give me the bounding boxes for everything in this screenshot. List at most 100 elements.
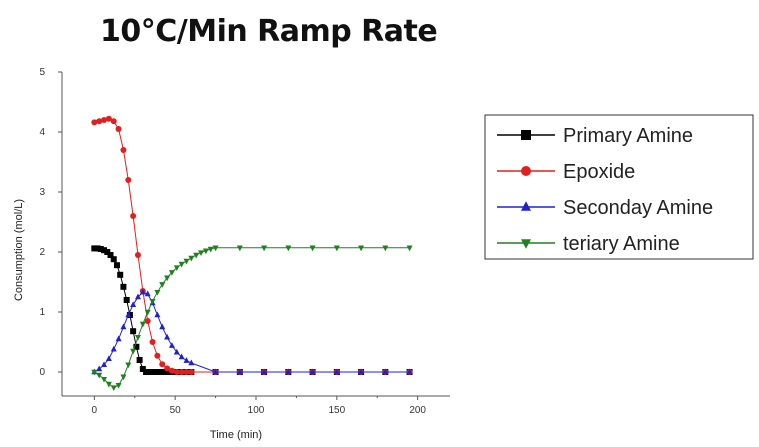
data-point [406,368,413,375]
data-point [134,252,141,258]
legend-marker [521,166,531,176]
data-point [358,245,365,252]
y-tick-label: 0 [39,367,45,378]
data-point [97,246,104,252]
data-point [149,298,156,305]
data-point [382,245,389,252]
legend-label: Primary Amine [563,125,693,147]
data-point [165,369,172,375]
data-point [188,359,195,366]
y-tick-label: 3 [39,187,45,198]
x-tick-label: 200 [409,405,426,416]
series-line [94,247,410,373]
data-point [139,288,146,295]
data-point [94,245,101,252]
data-point [159,323,166,330]
data-point [261,368,268,375]
data-point [101,247,108,254]
series-line [94,247,410,389]
legend-item: Primary Amine [497,125,693,147]
data-point [96,372,103,379]
data-point [168,342,175,348]
legend-label: Epoxide [563,161,635,183]
y-tick-label: 2 [39,247,45,258]
data-point [91,245,98,252]
data-point [134,293,141,300]
data-point [149,369,156,375]
data-point [146,369,153,375]
data-point [159,369,166,375]
data-point [309,368,316,375]
legend-marker [521,239,531,249]
data-point [212,245,219,252]
data-point [358,368,365,375]
data-point [120,323,127,330]
data-point [159,282,166,288]
data-point [159,361,166,368]
data-point [152,369,159,375]
data-point [164,275,171,282]
data-point [198,250,205,257]
data-point [154,289,161,296]
data-point [154,352,161,359]
data-point [125,311,132,318]
x-tick-label: 150 [328,405,345,416]
data-point [333,245,340,252]
data-point [193,252,200,259]
data-point [333,368,340,375]
data-point [105,355,112,362]
legend-marker [521,130,531,140]
data-point [96,365,103,372]
data-point [113,262,120,269]
data-point [130,213,137,219]
data-point [101,117,108,123]
data-point [133,343,140,350]
legend-item: Epoxide [497,161,635,183]
data-point [207,246,214,253]
data-point [212,368,219,375]
x-tick-label: 100 [248,405,265,416]
data-point [183,369,190,375]
legend-label: teriary Amine [563,233,680,255]
x-tick-label: 50 [170,405,182,416]
data-point [154,311,161,318]
data-point [115,382,122,389]
data-point [202,248,209,255]
data-point [101,361,108,368]
data-point [173,369,180,375]
data-point [149,339,156,345]
data-point [110,118,117,125]
data-point [107,252,114,258]
data-point [130,348,137,355]
legend: Primary Amine Epoxide Seconday Amine teriar… [484,114,754,260]
data-point [101,376,108,383]
data-point [178,353,185,360]
data-point [285,368,292,375]
x-axis-label: Time (min) [210,429,262,441]
data-point [144,318,151,324]
chart-title: 10°C/Min Ramp Rate [100,14,438,49]
y-tick-label: 1 [39,307,45,318]
data-point [130,328,137,335]
data-point [115,335,122,342]
data-point [236,368,243,375]
data-point [123,297,130,303]
data-point [144,309,151,316]
data-point [120,147,127,153]
data-point [183,258,190,265]
y-tick-label: 4 [39,127,45,138]
series-2 [91,288,413,375]
data-point [168,270,175,276]
data-point [178,261,185,268]
legend-marker [521,201,531,211]
data-point [261,245,268,252]
data-point [406,245,413,252]
data-point [120,283,127,290]
data-point [156,369,162,375]
series-3 [91,245,413,392]
data-point [173,265,180,272]
plot-area [91,115,413,392]
data-point [134,334,141,341]
